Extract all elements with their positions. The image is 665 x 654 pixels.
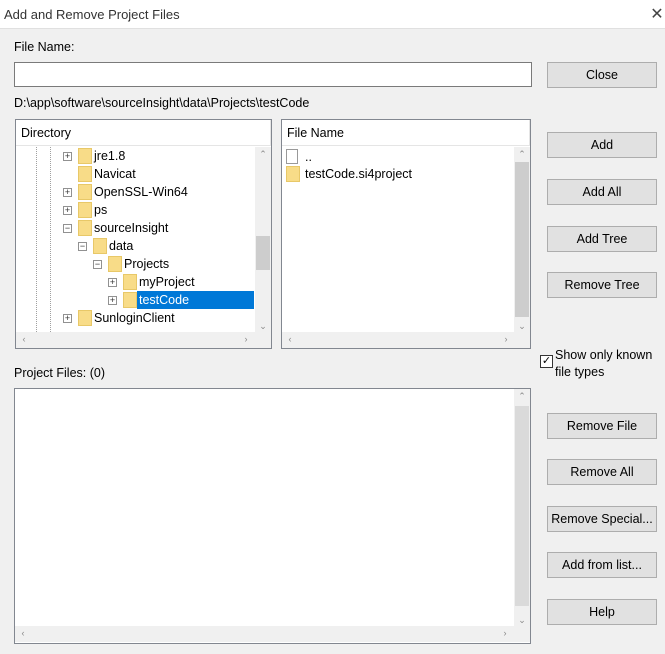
tree-item-label: SunloginClient bbox=[94, 311, 175, 325]
tree-items: + jre1.8 Navicat + OpenSSL-Win64 + ps − sourceIn… bbox=[16, 147, 256, 332]
tree-item-label: myProject bbox=[139, 275, 195, 289]
scroll-down-icon[interactable]: ⌄ bbox=[518, 615, 526, 625]
folder-icon bbox=[123, 274, 137, 290]
scroll-right-icon[interactable]: › bbox=[244, 334, 248, 344]
scroll-left-icon[interactable]: ‹ bbox=[21, 628, 25, 638]
tree-item[interactable]: + myProject bbox=[16, 273, 256, 291]
tree-item[interactable]: + jre1.8 bbox=[16, 147, 256, 165]
project-files-list[interactable]: ⌃ ⌄ ‹ › bbox=[14, 388, 531, 644]
folder-icon bbox=[108, 256, 122, 272]
scroll-right-icon[interactable]: › bbox=[504, 334, 508, 344]
folder-icon bbox=[78, 220, 92, 236]
remove-file-button[interactable]: Remove File bbox=[547, 413, 657, 439]
file-vscroll[interactable]: ⌃ ⌄ bbox=[514, 147, 530, 332]
file-list[interactable]: File Name .. testCode.si4project ⌃ ⌄ ‹ › bbox=[281, 119, 531, 349]
folder-icon bbox=[78, 202, 92, 218]
close-button[interactable]: Close bbox=[547, 62, 657, 88]
window-title: Add and Remove Project Files bbox=[4, 7, 180, 22]
file-icon bbox=[286, 149, 298, 164]
folder-icon bbox=[286, 166, 300, 182]
file-item[interactable]: testCode.si4project bbox=[286, 165, 412, 183]
expand-icon[interactable]: + bbox=[108, 295, 117, 305]
scroll-up-icon[interactable]: ⌃ bbox=[518, 391, 526, 401]
directory-vscroll[interactable]: ⌃ ⌄ bbox=[255, 147, 271, 332]
expand-icon[interactable]: + bbox=[63, 151, 72, 161]
scroll-down-icon[interactable]: ⌄ bbox=[518, 321, 526, 331]
expand-icon[interactable]: + bbox=[63, 313, 72, 323]
folder-icon bbox=[78, 310, 92, 326]
tree-item-label: Navicat bbox=[94, 167, 136, 181]
tree-item-label: testCode bbox=[137, 291, 254, 309]
tree-item-label: OpenSSL-Win64 bbox=[94, 185, 188, 199]
scroll-left-icon[interactable]: ‹ bbox=[22, 334, 26, 344]
remove-special-button[interactable]: Remove Special... bbox=[547, 506, 657, 532]
scroll-left-icon[interactable]: ‹ bbox=[288, 334, 292, 344]
expand-icon[interactable]: + bbox=[63, 187, 72, 197]
file-item-label: testCode.si4project bbox=[305, 167, 413, 181]
current-path: D:\app\software\sourceInsight\data\Proje… bbox=[14, 96, 310, 110]
tree-line bbox=[50, 147, 51, 332]
remove-all-button[interactable]: Remove All bbox=[547, 459, 657, 485]
folder-icon bbox=[93, 238, 107, 254]
directory-tree[interactable]: Directory + jre1.8 Navicat + OpenSSL-Win64 + p… bbox=[15, 119, 272, 349]
close-icon[interactable]: ✕ bbox=[650, 6, 664, 23]
add-tree-button[interactable]: Add Tree bbox=[547, 226, 657, 252]
file-name-header-label: File Name bbox=[287, 126, 344, 140]
project-files-label: Project Files: (0) bbox=[14, 366, 105, 380]
file-hscroll[interactable]: ‹ › bbox=[282, 332, 530, 348]
tree-item-label: Projects bbox=[124, 257, 170, 271]
scroll-up-icon[interactable]: ⌃ bbox=[518, 149, 526, 159]
scroll-thumb[interactable] bbox=[515, 406, 529, 606]
file-name-header[interactable]: File Name bbox=[282, 120, 530, 146]
tree-item[interactable]: + testCode bbox=[16, 291, 256, 309]
add-button[interactable]: Add bbox=[547, 132, 657, 158]
add-from-list-button[interactable]: Add from list... bbox=[547, 552, 657, 578]
scroll-thumb[interactable] bbox=[256, 236, 270, 270]
tree-item-label: jre1.8 bbox=[94, 149, 126, 163]
project-vscroll[interactable]: ⌃ ⌄ bbox=[514, 389, 530, 626]
expand-icon[interactable]: + bbox=[108, 277, 117, 287]
tree-item[interactable]: Navicat bbox=[16, 165, 256, 183]
project-hscroll[interactable]: ‹ › bbox=[15, 626, 530, 642]
collapse-icon[interactable]: − bbox=[78, 241, 87, 251]
folder-icon bbox=[78, 166, 92, 182]
tree-item[interactable]: + OpenSSL-Win64 bbox=[16, 183, 256, 201]
expand-icon[interactable]: + bbox=[63, 205, 72, 215]
add-all-button[interactable]: Add All bbox=[547, 179, 657, 205]
scroll-up-icon[interactable]: ⌃ bbox=[259, 149, 267, 159]
directory-header[interactable]: Directory bbox=[16, 120, 271, 146]
tree-item[interactable]: + ps bbox=[16, 201, 256, 219]
tree-item[interactable]: − sourceInsight bbox=[16, 219, 256, 237]
folder-icon bbox=[78, 148, 92, 164]
file-item-label: .. bbox=[305, 150, 312, 164]
scroll-down-icon[interactable]: ⌄ bbox=[259, 321, 267, 331]
tree-item-label: ps bbox=[94, 203, 108, 217]
scroll-thumb[interactable] bbox=[515, 162, 529, 317]
tree-item[interactable]: + SunloginClient bbox=[16, 309, 256, 327]
directory-header-label: Directory bbox=[21, 126, 72, 140]
collapse-icon[interactable]: − bbox=[93, 259, 102, 269]
tree-item-label: data bbox=[109, 239, 134, 253]
tree-item[interactable]: − data bbox=[16, 237, 256, 255]
file-name-label: File Name: bbox=[14, 40, 75, 54]
tree-item-label: sourceInsight bbox=[94, 221, 169, 235]
directory-hscroll[interactable]: ‹ › bbox=[16, 332, 271, 348]
scroll-right-icon[interactable]: › bbox=[503, 628, 507, 638]
title-bar: Add and Remove Project Files ✕ bbox=[0, 0, 665, 29]
show-known-checkbox[interactable]: ✓ bbox=[540, 355, 553, 368]
file-item-parent[interactable]: .. bbox=[286, 148, 312, 166]
remove-tree-button[interactable]: Remove Tree bbox=[547, 272, 657, 298]
tree-line bbox=[36, 147, 37, 332]
help-button[interactable]: Help bbox=[547, 599, 657, 625]
collapse-icon[interactable]: − bbox=[63, 223, 72, 233]
folder-icon bbox=[78, 184, 92, 200]
show-known-label[interactable]: Show only known file types bbox=[555, 348, 653, 379]
file-name-input[interactable] bbox=[14, 62, 532, 87]
folder-icon bbox=[123, 292, 137, 308]
tree-item[interactable]: − Projects bbox=[16, 255, 256, 273]
